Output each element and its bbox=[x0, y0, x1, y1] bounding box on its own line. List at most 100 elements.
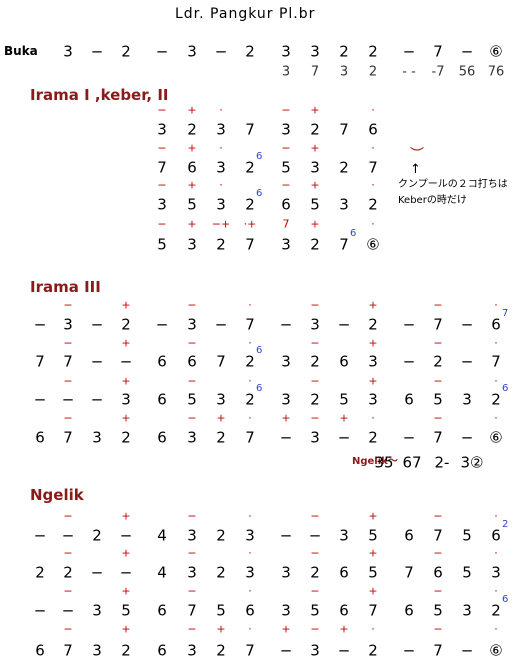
note: 3 bbox=[216, 390, 226, 409]
mark: 7 bbox=[282, 217, 290, 231]
mark: − bbox=[187, 336, 197, 350]
note: 4 bbox=[157, 563, 167, 582]
note: 2 bbox=[339, 42, 349, 61]
note: 5 bbox=[368, 563, 378, 582]
note: 6 bbox=[187, 352, 197, 371]
note: 7 bbox=[63, 641, 73, 660]
mark: · bbox=[219, 103, 223, 117]
mark: −+ bbox=[211, 217, 231, 231]
mark: · bbox=[371, 622, 375, 636]
note: 7 bbox=[433, 428, 443, 447]
note: 6 bbox=[35, 641, 45, 660]
mark: + bbox=[121, 584, 131, 598]
mark: − bbox=[187, 622, 197, 636]
mark: − bbox=[433, 546, 443, 560]
note: 2 bbox=[491, 601, 501, 620]
note: − bbox=[460, 42, 474, 61]
note: − bbox=[460, 428, 474, 447]
mark: + bbox=[121, 374, 131, 388]
note: ⑥ bbox=[489, 42, 503, 61]
note: − bbox=[90, 315, 104, 334]
mark: − bbox=[187, 584, 197, 598]
note: 6 bbox=[157, 352, 167, 371]
note: 3 bbox=[281, 235, 291, 254]
mark: + bbox=[281, 622, 291, 636]
mark: − bbox=[157, 178, 167, 192]
mark: + bbox=[310, 103, 320, 117]
note: 6 bbox=[187, 158, 197, 177]
note: 7 bbox=[245, 428, 255, 447]
note: 2 bbox=[121, 315, 131, 334]
note: 6 bbox=[491, 315, 501, 334]
mark: − bbox=[157, 103, 167, 117]
note: ⑥ bbox=[489, 641, 503, 660]
mark: · bbox=[494, 546, 498, 560]
note: 3 bbox=[462, 390, 472, 409]
note: 2 bbox=[216, 641, 226, 660]
note: − bbox=[402, 428, 416, 447]
note: 6 bbox=[339, 352, 349, 371]
note: 2 bbox=[245, 42, 255, 61]
note: − bbox=[119, 563, 133, 582]
note: 6 bbox=[157, 641, 167, 660]
note: 2 bbox=[368, 428, 378, 447]
mark: ·+ bbox=[243, 217, 257, 231]
note: 2 bbox=[310, 563, 320, 582]
note: 2 bbox=[216, 428, 226, 447]
mark: − bbox=[433, 622, 443, 636]
note: 7 bbox=[433, 42, 443, 61]
note: 6 bbox=[281, 195, 291, 214]
mark: + bbox=[121, 336, 131, 350]
mark: − bbox=[63, 336, 73, 350]
section-heading: Irama III bbox=[30, 278, 101, 296]
mark: − bbox=[63, 584, 73, 598]
mark: · bbox=[219, 141, 223, 155]
note: 2 bbox=[433, 352, 443, 371]
mark: − bbox=[281, 103, 291, 117]
mark: + bbox=[368, 584, 378, 598]
mark: − bbox=[310, 374, 320, 388]
note: 7 bbox=[368, 601, 378, 620]
note: 2 bbox=[245, 158, 255, 177]
mark: + bbox=[121, 509, 131, 523]
note: − bbox=[402, 315, 416, 334]
note: 3 bbox=[281, 42, 291, 61]
note: 6 bbox=[339, 601, 349, 620]
note-annotation: 6 bbox=[502, 594, 509, 605]
note: − bbox=[279, 315, 293, 334]
ngelik-note: 35 bbox=[374, 453, 394, 472]
note: ⑥ bbox=[366, 235, 380, 254]
mark: + bbox=[368, 336, 378, 350]
note: 3 bbox=[157, 195, 167, 214]
mark: + bbox=[216, 622, 226, 636]
note: 3 bbox=[187, 235, 197, 254]
note: 6 bbox=[35, 428, 45, 447]
mark: − bbox=[281, 178, 291, 192]
note: ⑥ bbox=[489, 428, 503, 447]
mark: · bbox=[248, 622, 252, 636]
note: − bbox=[61, 601, 75, 620]
mark: + bbox=[121, 298, 131, 312]
mark: · bbox=[494, 374, 498, 388]
note: − bbox=[337, 315, 351, 334]
mark: · bbox=[219, 178, 223, 192]
note: 2 bbox=[339, 158, 349, 177]
mark: · bbox=[494, 622, 498, 636]
note: 2 bbox=[63, 563, 73, 582]
mark: · bbox=[371, 141, 375, 155]
side-arrow: ↑ bbox=[410, 162, 421, 177]
note: 5 bbox=[187, 390, 197, 409]
mark: − bbox=[310, 411, 320, 425]
mark: − bbox=[310, 298, 320, 312]
mark: + bbox=[187, 217, 197, 231]
note: 5 bbox=[216, 601, 226, 620]
note: 6 bbox=[368, 120, 378, 139]
mark: · bbox=[494, 298, 498, 312]
mark: − bbox=[281, 141, 291, 155]
ngelik-note: 3② bbox=[460, 453, 484, 472]
note: − bbox=[460, 641, 474, 660]
mark: · bbox=[248, 298, 252, 312]
note: 3 bbox=[281, 120, 291, 139]
note: 3 bbox=[368, 390, 378, 409]
